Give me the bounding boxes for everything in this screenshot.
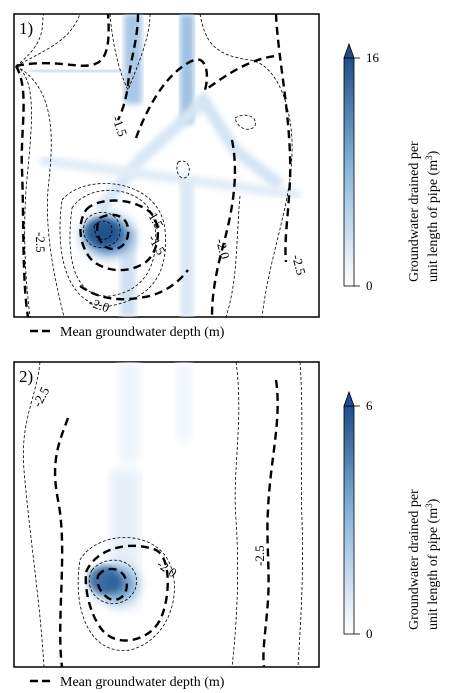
panel-2-legend: Mean groundwater depth (m) bbox=[30, 675, 225, 690]
colorbar-min-label: 0 bbox=[366, 278, 373, 293]
panel-1: 1) -1.5 -1.5 -1.5 -2.0 -2.0 -2.5 -2.5 Me… bbox=[13, 13, 441, 340]
legend-text: Mean groundwater depth (m) bbox=[60, 325, 225, 340]
colorbar-gradient bbox=[343, 57, 355, 287]
panel-2-label: 2) bbox=[19, 367, 33, 386]
panel-2-contours bbox=[22, 362, 303, 667]
panel-2-colorbar: 6 0 Groundwater drained per unit length … bbox=[343, 390, 441, 641]
colorbar-max-label: 6 bbox=[366, 398, 373, 413]
panel-2-heatmap bbox=[84, 362, 192, 612]
contour-label: -2.5 bbox=[289, 253, 309, 277]
contour-label: -2.0 bbox=[213, 237, 233, 261]
panel-1-label: 1) bbox=[19, 19, 33, 38]
colorbar-title-line2: unit length of pipe (m3) bbox=[424, 498, 441, 630]
colorbar-extend-arrow bbox=[343, 42, 355, 59]
colorbar-title-line1: Groundwater drained per bbox=[407, 141, 422, 282]
colorbar-title-line1: Groundwater drained per bbox=[407, 489, 422, 630]
contour-label: -1.5 bbox=[109, 114, 130, 138]
panel-1-legend: Mean groundwater depth (m) bbox=[30, 325, 225, 340]
legend-text: Mean groundwater depth (m) bbox=[60, 675, 225, 690]
panel-2: 2) -2.5 -2.0 -2.5 Mean groundwater depth… bbox=[13, 361, 441, 690]
colorbar-gradient bbox=[343, 405, 355, 635]
panel-1-contours bbox=[14, 14, 293, 317]
panel-1-heatmap bbox=[29, 14, 301, 317]
contour-label: -2.5 bbox=[252, 545, 267, 566]
colorbar-extend-arrow bbox=[343, 390, 355, 407]
colorbar-title-line2: unit length of pipe (m3) bbox=[424, 150, 441, 282]
colorbar-max-label: 16 bbox=[366, 50, 380, 65]
panel-1-colorbar: 16 0 Groundwater drained per unit length… bbox=[343, 42, 441, 293]
colorbar-min-label: 0 bbox=[366, 626, 373, 641]
contour-label: -2.0 bbox=[87, 295, 111, 316]
contour-label: -2.5 bbox=[33, 232, 48, 253]
